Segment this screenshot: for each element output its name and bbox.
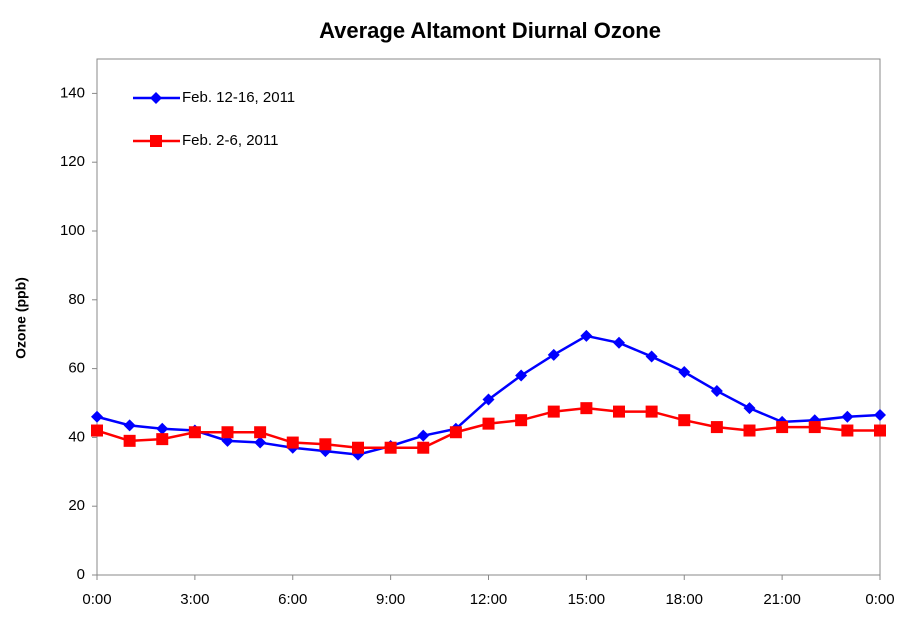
marker (156, 422, 169, 435)
marker (319, 438, 332, 451)
marker (188, 426, 201, 439)
y-tick-label: 60 (68, 360, 85, 377)
y-axis-label: Ozone (ppb) (13, 277, 29, 359)
y-tick-label: 40 (68, 428, 85, 445)
marker (91, 424, 103, 437)
x-tick-label: 9:00 (376, 591, 405, 608)
marker (580, 329, 593, 342)
marker (547, 348, 560, 361)
marker (678, 414, 691, 427)
marker (874, 424, 886, 437)
x-tick-label: 21:00 (763, 591, 801, 608)
marker (221, 426, 234, 439)
legend-label: Feb. 2-6, 2011 (182, 132, 278, 149)
marker (254, 436, 267, 449)
marker (841, 424, 854, 437)
y-tick-label: 140 (60, 84, 85, 101)
marker (678, 366, 691, 379)
x-tick-label: 0:00 (865, 591, 894, 608)
marker (613, 336, 625, 349)
x-tick-label: 18:00 (665, 591, 703, 608)
x-tick-label: 0:00 (82, 591, 111, 608)
marker (580, 402, 593, 415)
y-tick-label: 0 (77, 566, 85, 583)
marker (150, 135, 162, 147)
marker (156, 433, 169, 446)
marker (150, 92, 162, 104)
marker (417, 429, 430, 442)
marker (613, 405, 625, 418)
marker (808, 421, 821, 434)
marker (449, 426, 462, 439)
y-tick-label: 120 (60, 153, 85, 170)
marker (547, 405, 560, 418)
marker (286, 436, 299, 449)
marker (841, 410, 854, 423)
marker (123, 419, 136, 432)
x-tick-label: 12:00 (470, 591, 508, 608)
marker (482, 417, 495, 430)
x-tick-label: 15:00 (568, 591, 606, 608)
y-tick-label: 80 (68, 291, 85, 308)
marker (776, 421, 789, 434)
y-tick-label: 20 (68, 497, 85, 514)
marker (874, 409, 886, 422)
marker (515, 414, 528, 427)
marker (515, 369, 528, 382)
marker (710, 384, 723, 397)
marker (384, 441, 397, 454)
marker (91, 410, 103, 423)
marker (123, 434, 136, 447)
marker (352, 441, 364, 454)
legend-label: Feb. 12-16, 2011 (182, 89, 295, 106)
marker (417, 441, 430, 454)
x-tick-label: 6:00 (278, 591, 307, 608)
x-tick-label: 3:00 (180, 591, 209, 608)
marker (254, 426, 267, 439)
marker (710, 421, 723, 434)
marker (645, 405, 658, 418)
marker (645, 350, 658, 363)
marker (743, 402, 756, 415)
marker (743, 424, 756, 437)
chart-title: Average Altamont Diurnal Ozone (319, 18, 661, 43)
marker (482, 393, 495, 406)
y-tick-label: 100 (60, 222, 85, 239)
